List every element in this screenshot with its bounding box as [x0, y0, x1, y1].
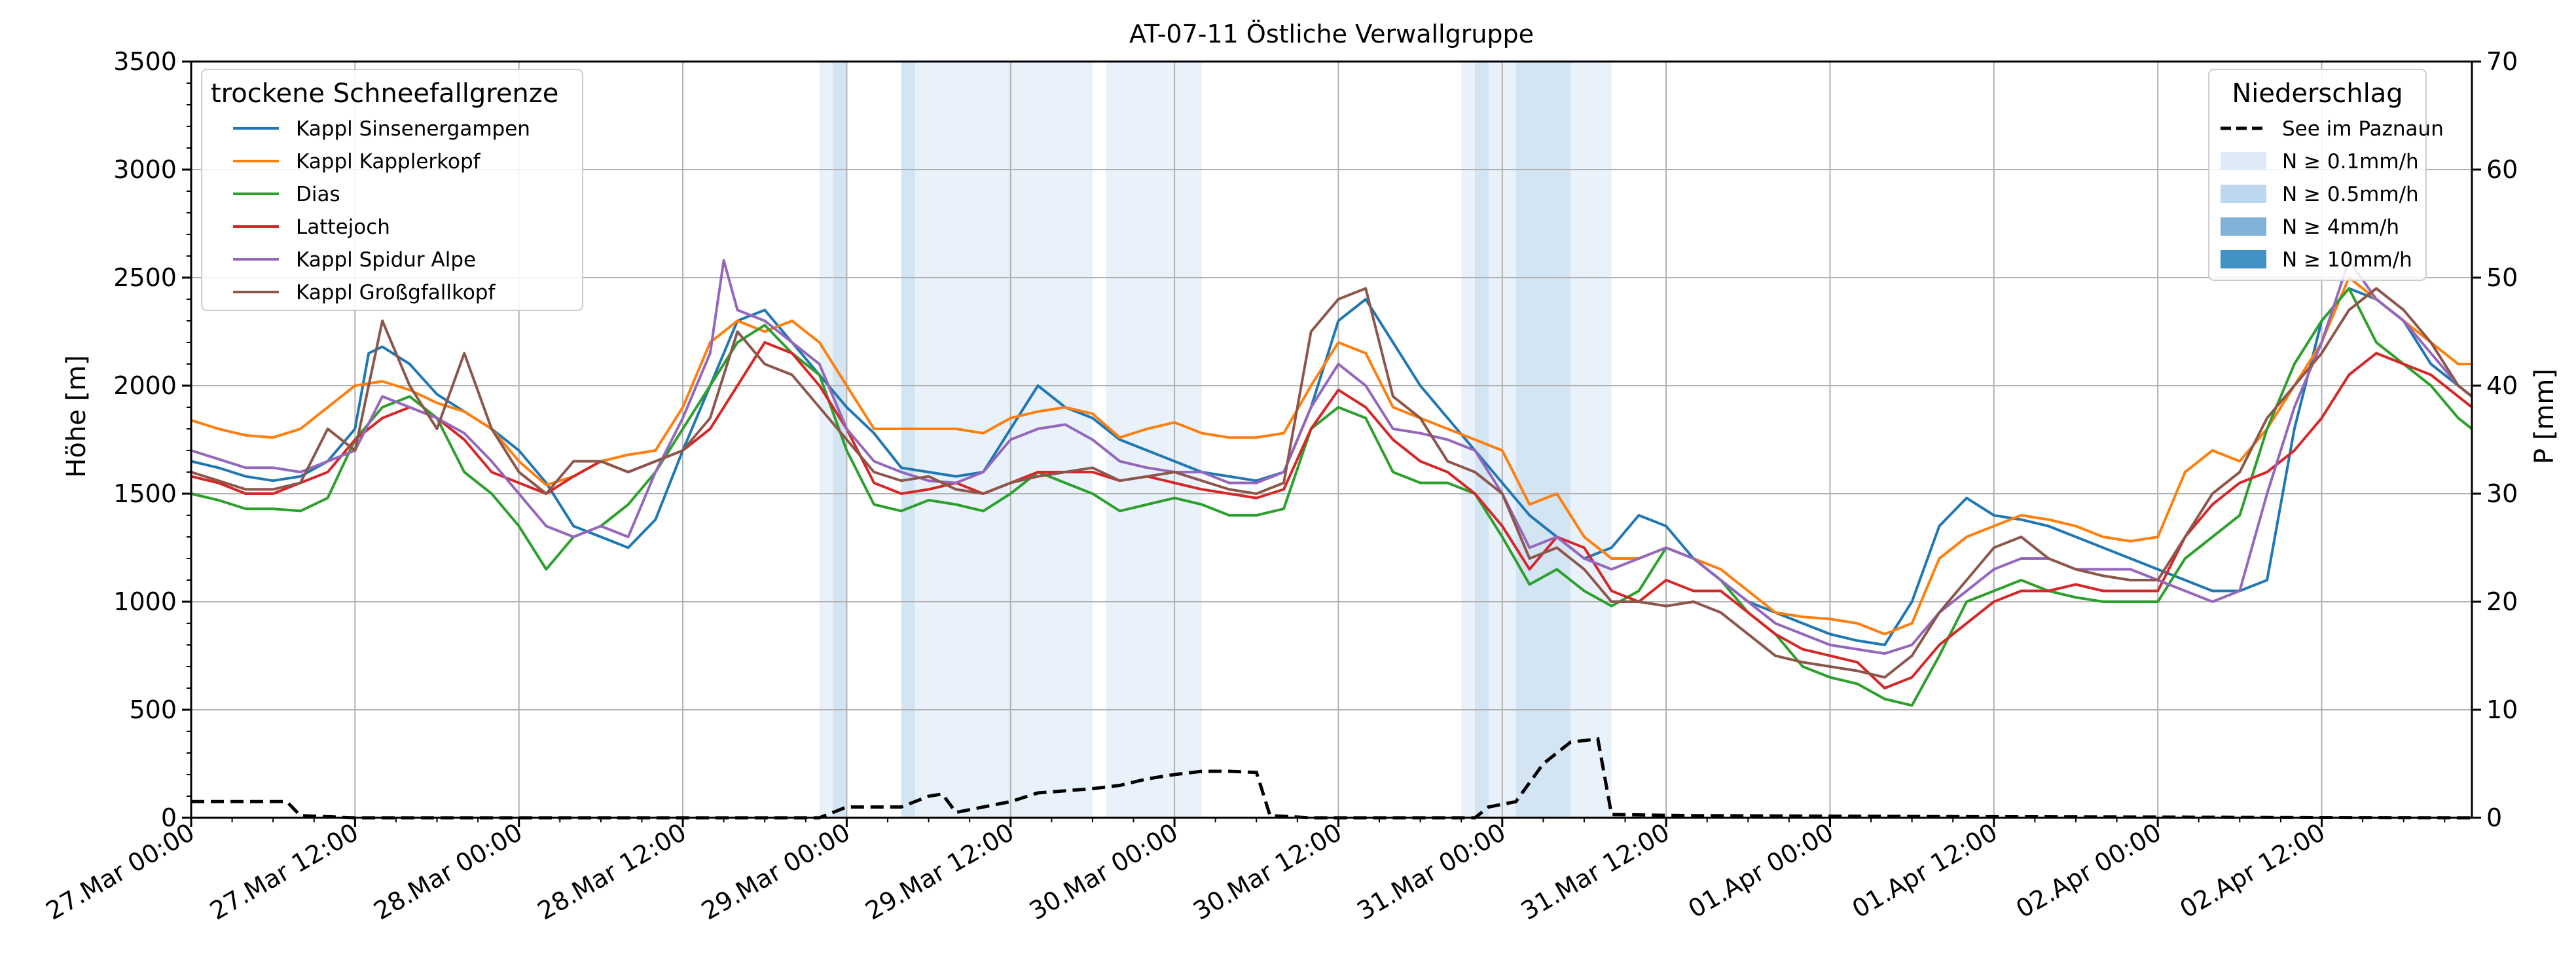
plot-frame — [190, 60, 2473, 819]
y-axis-left: 0 500 1000 1500 2000 2500 3000 3500 — [113, 47, 191, 832]
precip-band-7 — [1515, 62, 1571, 818]
legend-label-3: Lattejoch — [296, 215, 390, 239]
legend-precip-label-3: N ≥ 4mm/h — [2282, 215, 2399, 239]
y-axis-label: Höhe [m] — [62, 355, 92, 477]
chart-title: AT-07-11 Östliche Verwallgruppe — [1129, 20, 1534, 48]
legend-label-1: Kappl Kapplerkopf — [296, 150, 481, 174]
series-line-4 — [190, 259, 2473, 655]
legend-precip-label-2: N ≥ 0.5mm/h — [2282, 183, 2419, 206]
legend-precip-swatch-3 — [2221, 217, 2266, 236]
precip-band-2 — [901, 62, 1093, 818]
legend-label-4: Kappl Spidur Alpe — [296, 248, 476, 272]
legend-precip-swatch-4 — [2221, 250, 2266, 268]
precip-band-6 — [1475, 62, 1489, 818]
legend-precipitation-items: See im Paznaun N ≥ 0.1mm/h N ≥ 0.5mm/h N ≥ … — [2221, 117, 2444, 272]
legend-snowline-title: trockene Schneefallgrenze — [211, 79, 558, 109]
precip-band-3 — [901, 62, 915, 818]
precip-band-1 — [833, 62, 847, 818]
y2-tick-label-6: 60 — [2486, 155, 2518, 184]
y2-tick-label-1: 10 — [2486, 695, 2518, 724]
y-tick-label-7: 3500 — [113, 47, 177, 76]
y-tick-label-2: 1000 — [113, 587, 177, 616]
y-tick-label-4: 2000 — [113, 371, 177, 400]
y2-tick-label-4: 40 — [2486, 371, 2518, 400]
y-tick-label-0: 0 — [161, 803, 177, 832]
legend-snowline: trockene Schneefallgrenze Kappl Sinsener… — [201, 69, 583, 311]
y2-tick-label-5: 50 — [2486, 263, 2518, 292]
series-line-3 — [190, 341, 2473, 689]
y-tick-label-3: 1500 — [113, 479, 177, 508]
legend-precipitation: Niederschlag See im Paznaun N ≥ 0.1mm/h N … — [2208, 69, 2444, 281]
legend-precip-swatch-2 — [2221, 185, 2266, 203]
legend-snowline-items: Kappl Sinsenergampen Kappl Kapplerkopf Dia… — [233, 117, 530, 304]
y2-tick-label-3: 30 — [2486, 479, 2518, 508]
legend-precipitation-title: Niederschlag — [2232, 79, 2403, 109]
y-axis-right: 0 10 20 30 40 50 60 70 — [2472, 47, 2518, 832]
legend-precip-label-4: N ≥ 10mm/h — [2282, 248, 2412, 272]
legend-precip-label-1: N ≥ 0.1mm/h — [2282, 150, 2419, 174]
legend-snowline-box — [201, 69, 583, 311]
legend-precip-swatch-1 — [2221, 152, 2266, 170]
series-lines — [190, 259, 2473, 707]
y-tick-label-6: 3000 — [113, 155, 177, 184]
precipitation-bands — [819, 62, 1612, 818]
legend-label-5: Kappl Großgfallkopf — [296, 281, 496, 304]
y-tick-label-1: 500 — [129, 695, 177, 724]
y2-axis-label: P [mm] — [2530, 369, 2560, 464]
y-tick-label-5: 2500 — [113, 263, 177, 292]
y2-tick-label-0: 0 — [2486, 803, 2502, 832]
y2-tick-label-7: 70 — [2486, 47, 2518, 76]
legend-precip-label-0: See im Paznaun — [2282, 117, 2444, 141]
legend-label-0: Kappl Sinsenergampen — [296, 117, 530, 141]
y2-tick-label-2: 20 — [2486, 587, 2518, 616]
legend-label-2: Dias — [296, 183, 340, 206]
series-line-5 — [190, 287, 2473, 679]
